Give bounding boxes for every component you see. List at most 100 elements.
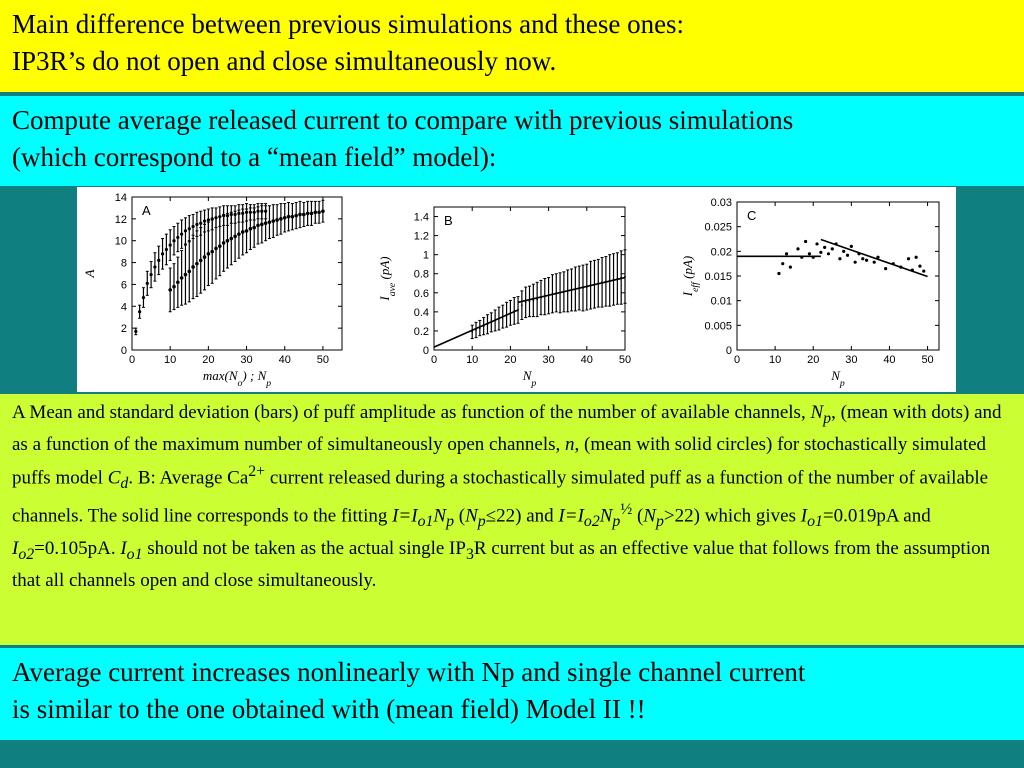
x-tick-label: 30 xyxy=(542,354,554,366)
caption-subscript: o2 xyxy=(18,545,35,563)
data-point xyxy=(252,225,256,230)
data-point xyxy=(471,330,474,333)
fit-line xyxy=(820,238,928,278)
caption-symbol: I xyxy=(120,538,127,560)
y-tick-label: 0.015 xyxy=(704,271,732,283)
data-point xyxy=(313,210,318,215)
data-point xyxy=(263,221,268,226)
x-tick-label: 50 xyxy=(317,354,329,366)
plot-frame xyxy=(131,196,343,351)
data-point xyxy=(256,223,260,228)
data-point xyxy=(309,211,314,216)
x-tick-label: 0 xyxy=(734,354,740,366)
data-point xyxy=(918,264,922,268)
data-point xyxy=(168,288,172,292)
x-tick-label: 10 xyxy=(164,354,176,366)
data-point xyxy=(210,249,214,254)
caption-symbol: N xyxy=(599,505,613,527)
data-point xyxy=(823,245,827,249)
caption-subscript: p xyxy=(446,513,455,531)
fit-line xyxy=(433,309,519,348)
x-tick-label: 20 xyxy=(807,354,819,366)
data-point xyxy=(807,252,812,256)
intro-banner: Main difference between previous simulat… xyxy=(0,0,1024,92)
caption-symbol: I xyxy=(12,538,19,560)
figure-caption: A Mean and standard deviation (bars) of … xyxy=(0,394,1024,645)
caption-text: R current but as an effective value that… xyxy=(12,538,991,592)
chart-panel-c: 0 10 20 30 40 50 0 0.005 0.01 0.015 0.02 0.025 0.03 C… xyxy=(680,197,940,389)
y-tick-label: 0.01 xyxy=(711,296,732,308)
data-point xyxy=(198,258,203,263)
data-point xyxy=(804,239,808,244)
data-point xyxy=(187,269,192,274)
y-tick-label: 0.02 xyxy=(711,246,732,258)
caption-text: ≤22) and xyxy=(485,505,559,527)
x-tick-label: 10 xyxy=(466,354,478,366)
caption-superscript: ½ xyxy=(620,501,633,519)
data-point xyxy=(788,265,792,269)
caption-subscript: p xyxy=(823,409,832,427)
x-tick-label: 30 xyxy=(845,354,857,366)
caption-symbol: I xyxy=(800,505,808,527)
caption-text: . B: Average Ca xyxy=(128,467,249,489)
x-tick-label: 50 xyxy=(921,354,933,366)
data-point xyxy=(842,249,846,253)
data-point xyxy=(845,253,850,257)
caption-symbol: I=I xyxy=(392,505,418,527)
y-tick-label: 4 xyxy=(121,301,127,313)
data-point xyxy=(168,243,172,247)
caption-subscript: 3 xyxy=(465,545,474,563)
data-point xyxy=(784,252,789,256)
data-point xyxy=(225,238,230,243)
y-tick-label: 1 xyxy=(423,250,429,262)
caption-text: ( xyxy=(632,505,644,527)
caption-subscript: p xyxy=(655,513,664,531)
data-point xyxy=(221,241,226,245)
caption-text: , (mean with solid circles) for stochast… xyxy=(12,434,987,489)
caption-text: current released during a stochastically… xyxy=(12,467,989,527)
fit-line xyxy=(517,276,626,304)
data-point xyxy=(267,220,272,224)
data-point xyxy=(279,217,283,221)
data-point xyxy=(191,265,195,269)
data-point xyxy=(206,252,211,256)
data-point xyxy=(815,242,819,246)
data-point xyxy=(149,272,153,277)
y-tick-label: 0.2 xyxy=(414,326,429,338)
caption-text: A Mean and standard deviation (bars) of … xyxy=(12,402,811,423)
data-point xyxy=(294,213,298,218)
conclusion-line-1: Average current increases nonlinearly wi… xyxy=(12,657,806,687)
x-tick-label: 0 xyxy=(129,354,135,366)
data-point xyxy=(872,260,876,264)
y-tick-label: 10 xyxy=(115,236,127,248)
x-axis-label: Np xyxy=(830,368,845,389)
x-axis-label: max(No) ; Np xyxy=(203,368,271,389)
caption-subscript: o1 xyxy=(126,545,143,563)
data-point xyxy=(876,255,880,259)
x-tick-label: 50 xyxy=(619,354,631,366)
data-point xyxy=(214,246,218,251)
y-tick-label: 8 xyxy=(121,258,127,270)
data-point xyxy=(195,261,199,266)
data-point xyxy=(884,267,888,271)
caption-subscript: p xyxy=(477,513,486,531)
caption-subscript: o1 xyxy=(807,513,823,531)
y-tick-label: 1.4 xyxy=(414,212,429,224)
y-tick-label: 0.005 xyxy=(704,320,732,332)
y-axis-label: Ieff (pA) xyxy=(680,256,701,297)
data-point xyxy=(838,257,842,261)
y-tick-label: 1.2 xyxy=(414,231,429,243)
data-point xyxy=(176,280,180,285)
x-tick-label: 40 xyxy=(279,354,291,366)
data-point xyxy=(520,304,523,307)
data-point xyxy=(164,247,168,252)
intro-line-2: IP3R’s do not open and close simultaneou… xyxy=(12,46,557,76)
caption-subscript: p xyxy=(612,513,621,531)
data-point xyxy=(271,219,276,223)
caption-symbol: N xyxy=(465,505,478,527)
data-point xyxy=(199,221,203,225)
x-tick-label: 40 xyxy=(581,354,593,366)
data-point xyxy=(160,252,165,256)
